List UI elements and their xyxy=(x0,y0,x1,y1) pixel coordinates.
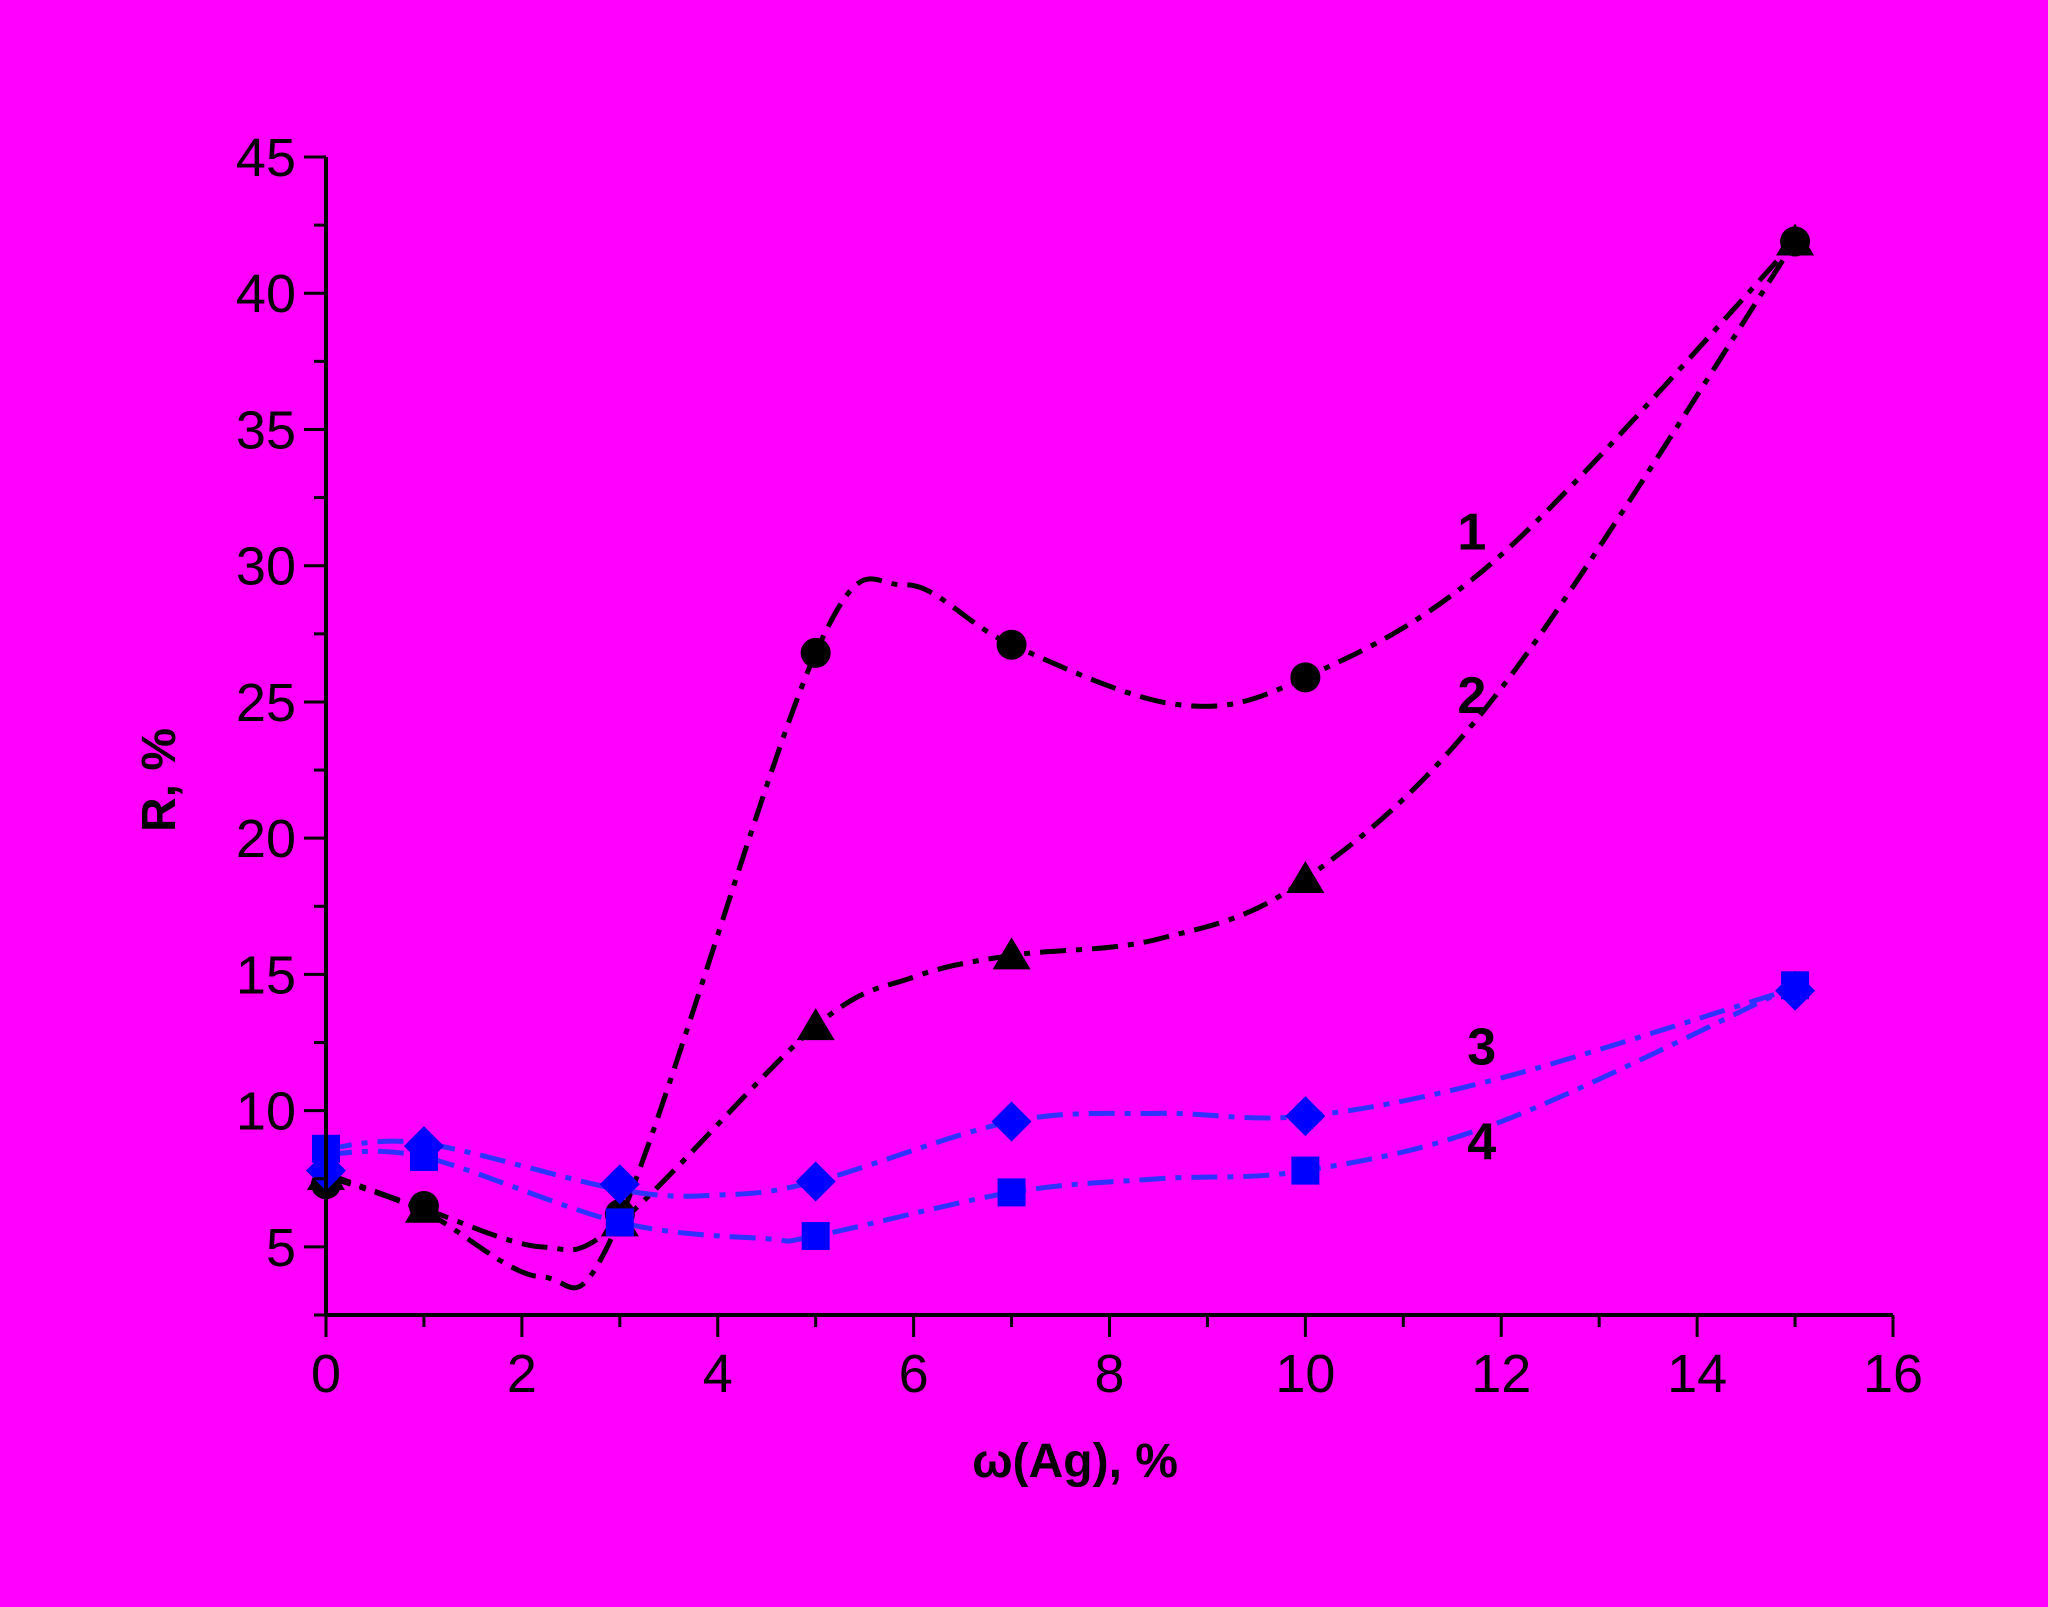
y-tick-label: 5 xyxy=(266,1218,296,1278)
y-tick-label: 20 xyxy=(236,809,296,869)
y-tick-label: 10 xyxy=(236,1082,296,1142)
x-tick-label: 0 xyxy=(311,1344,341,1404)
series-3-point xyxy=(599,1164,640,1205)
x-tick-label: 2 xyxy=(507,1344,537,1404)
series-4-point xyxy=(997,1178,1026,1207)
x-tick-label: 12 xyxy=(1471,1344,1531,1404)
series-3-point xyxy=(991,1101,1032,1142)
series-1-point xyxy=(800,637,831,668)
series-2-point xyxy=(404,1190,443,1223)
series-4-label: 4 xyxy=(1467,1114,1496,1172)
y-tick-label: 30 xyxy=(236,537,296,597)
series-4-point xyxy=(605,1208,634,1237)
series-2-point xyxy=(992,937,1031,970)
series-2-point xyxy=(1286,861,1325,894)
series-1-point xyxy=(1290,662,1321,693)
series-2-point xyxy=(1776,223,1815,256)
series-4-point xyxy=(409,1142,438,1171)
y-tick-label: 35 xyxy=(236,400,296,460)
series-markers xyxy=(306,223,1816,1250)
series-3-point xyxy=(1285,1096,1326,1137)
y-tick-label: 40 xyxy=(236,264,296,324)
series-3-curve xyxy=(325,985,1796,1199)
x-tick-label: 8 xyxy=(1094,1344,1124,1404)
series-2-point xyxy=(796,1008,835,1041)
series-1-label: 1 xyxy=(1457,503,1486,561)
y-axis-title: R, % xyxy=(133,728,186,832)
series-3-label: 3 xyxy=(1467,1018,1496,1076)
series-4-curve xyxy=(325,983,1797,1244)
x-axis-title: ω(Ag), % xyxy=(972,1435,1178,1488)
x-tick-label: 4 xyxy=(703,1344,733,1404)
y-tick-label: 25 xyxy=(236,673,296,733)
series-4-point xyxy=(801,1221,830,1250)
series-1-curve xyxy=(325,239,1797,1291)
x-tick-label: 10 xyxy=(1275,1344,1335,1404)
y-tick-label: 45 xyxy=(236,128,296,188)
series-1-point xyxy=(996,629,1027,660)
x-tick-label: 6 xyxy=(899,1344,929,1404)
axes xyxy=(304,155,1895,1337)
series-2-curve xyxy=(325,240,1798,1253)
series-2-label: 2 xyxy=(1457,667,1486,725)
y-tick-label: 15 xyxy=(236,945,296,1005)
series-curves xyxy=(325,239,1798,1291)
series-3-point xyxy=(795,1161,836,1202)
series-4-point xyxy=(1291,1156,1320,1185)
x-tick-label: 16 xyxy=(1863,1344,1923,1404)
x-tick-label: 14 xyxy=(1667,1344,1727,1404)
curve-labels: 1 2 3 4 xyxy=(1457,503,1496,1171)
series-4-point xyxy=(1781,971,1810,1000)
